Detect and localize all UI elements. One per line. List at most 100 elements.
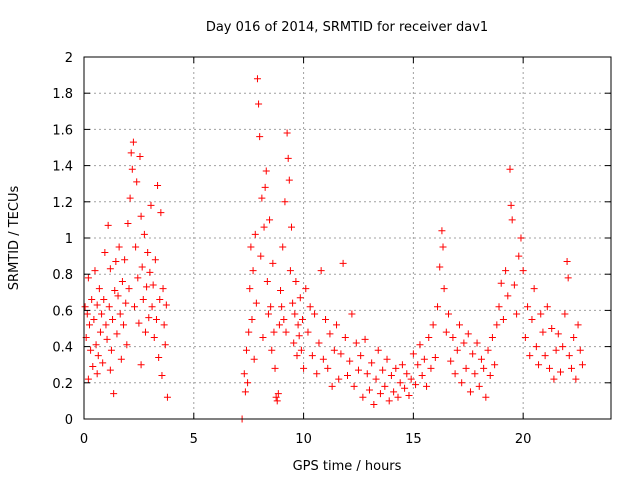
data-point [495,303,503,311]
data-point [155,353,163,361]
data-point [507,201,515,209]
data-point [352,339,360,347]
data-point [150,334,158,342]
data-point [326,330,334,338]
data-point [317,267,325,275]
data-point [427,364,435,372]
data-point [554,330,562,338]
data-point [159,285,167,293]
y-tick-label: 1.6 [52,123,73,138]
data-point [121,256,129,264]
data-point [471,370,479,378]
data-point [163,393,171,401]
data-point [116,310,124,318]
data-point [508,216,516,224]
data-point [337,350,345,358]
data-point [383,355,391,363]
data-point [328,382,336,390]
data-point [285,176,293,184]
data-point [519,267,527,275]
data-point [251,230,259,238]
data-point [115,243,123,251]
data-point [103,335,111,343]
data-point [293,352,301,360]
data-point [385,397,393,405]
data-point [289,299,297,307]
data-point [574,321,582,329]
data-point [292,277,300,285]
data-point [341,334,349,342]
data-point [431,353,439,361]
data-point [106,265,114,273]
x-tick-label: 0 [80,432,88,447]
data-point [279,243,287,251]
data-point [161,341,169,349]
axis-ticks: 00.20.40.60.811.21.41.61.820 5 10 15 20 [52,51,611,447]
data-point [302,285,310,293]
data-point [85,321,93,329]
data-point [291,310,299,318]
data-point [313,370,321,378]
data-point [256,133,264,141]
data-point [278,303,286,311]
data-point [144,248,152,256]
data-point [374,346,382,354]
data-point [158,372,166,380]
data-point [403,370,411,378]
data-point [344,372,351,380]
data-point [259,334,267,342]
data-point [281,198,289,206]
data-point [565,352,573,360]
data-point [578,361,586,369]
data-point [84,274,92,282]
data-point [376,390,384,398]
data-point [556,368,564,376]
data-point [258,194,266,202]
data-point [390,388,398,396]
data-point [363,370,371,378]
data-point [105,303,113,311]
data-point [120,321,128,329]
data-point [137,212,145,220]
data-point [502,267,510,275]
data-point [99,359,107,367]
data-point [541,352,549,360]
data-point [324,364,332,372]
data-point [162,301,170,309]
data-point [423,382,431,390]
data-point [394,393,402,401]
data-point [561,310,569,318]
data-point [480,364,488,372]
data-point [93,370,101,378]
data-point [438,227,446,235]
data-point [416,341,424,349]
data-point [275,321,283,329]
data-point [464,330,472,338]
data-point [135,319,143,327]
data-point [398,361,406,369]
data-point [131,303,139,311]
data-point [104,221,112,229]
data-point [488,334,496,342]
data-point [270,328,278,336]
data-point [110,390,118,398]
data-point [308,352,316,360]
data-point [143,283,151,291]
y-tick-label: 0.4 [52,341,73,356]
data-point [451,370,459,378]
data-point [128,165,136,173]
data-point [348,310,356,318]
data-point [260,223,268,231]
y-tick-label: 0.2 [52,377,73,392]
data-point [255,100,263,108]
data-point [442,328,450,336]
data-point [117,355,125,363]
data-point [286,267,294,275]
data-point [269,259,277,267]
data-point [473,339,481,347]
data-point [381,382,389,390]
data-point [401,384,409,392]
data-point [248,315,256,323]
data-point [530,285,538,293]
